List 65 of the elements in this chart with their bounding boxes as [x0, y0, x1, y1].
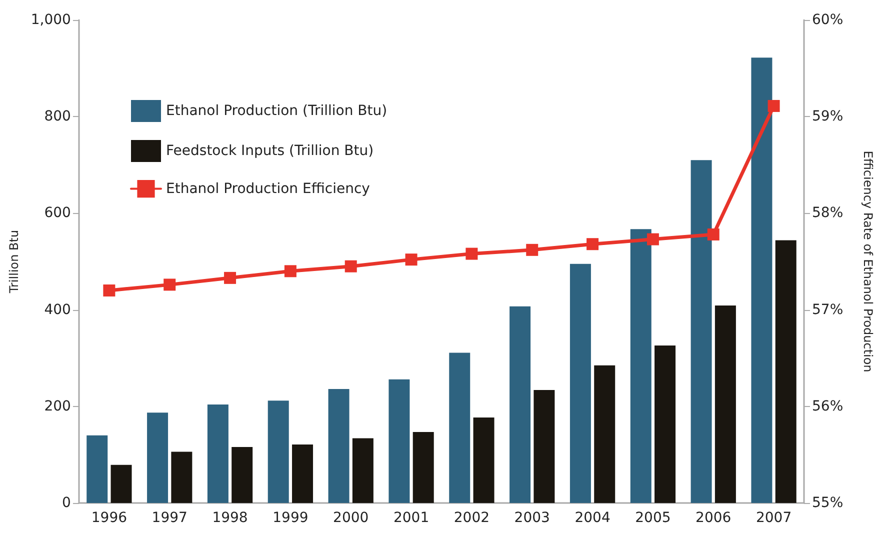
point: [646, 233, 659, 246]
x-tick-label: 2001: [393, 510, 430, 526]
y2-tick-label: 57%: [812, 302, 844, 318]
bar: [534, 390, 555, 503]
bar: [328, 389, 350, 503]
point: [768, 100, 780, 112]
y2-tick-label: 55%: [812, 495, 844, 511]
bar: [594, 365, 616, 503]
x-tick-label: 2000: [333, 510, 369, 526]
y-tick-label: 200: [44, 398, 71, 414]
bar: [714, 305, 736, 503]
bar: [232, 446, 253, 503]
y-tick-label: 600: [44, 205, 71, 222]
point: [405, 254, 418, 266]
bar: [473, 418, 494, 503]
bar: [388, 379, 410, 503]
bar: [412, 432, 434, 503]
bar: [510, 306, 531, 503]
y2-tick-label: 56%: [812, 398, 844, 414]
point: [164, 278, 176, 291]
x-tick-label: 1998: [212, 510, 248, 526]
bar: [775, 240, 796, 503]
point: [526, 244, 538, 256]
bar: [207, 404, 228, 503]
x-tick-label: 1996: [91, 510, 128, 526]
point: [466, 248, 478, 260]
x-tick-label: 1999: [272, 510, 308, 526]
bar: [86, 435, 108, 503]
x-tick-label: 2005: [635, 510, 671, 526]
bar: [147, 412, 168, 503]
y-tick-label: 0: [62, 495, 71, 511]
legend-label: Ethanol Production (Trillion Btu): [166, 103, 388, 119]
bar: [292, 444, 314, 503]
bar: [449, 352, 470, 503]
point: [224, 272, 236, 284]
bar: [690, 160, 712, 503]
y2-tick-label: 58%: [812, 205, 844, 222]
x-tick-label: 1997: [152, 510, 188, 526]
point: [344, 260, 357, 272]
x-tick-label: 2004: [574, 510, 610, 526]
bar: [570, 264, 591, 503]
bar: [352, 438, 374, 503]
point: [103, 284, 116, 296]
bar: [110, 464, 132, 503]
x-tick-label: 2003: [514, 510, 550, 526]
y-tick-label: 400: [44, 302, 71, 318]
x-tick-label: 2007: [756, 510, 792, 526]
y2-tick-label: 60%: [812, 12, 844, 28]
point: [707, 228, 720, 240]
y2-axis-title: Efficiency Rate of Ethanol Production: [861, 150, 875, 372]
y-tick-label: 1,000: [30, 12, 71, 28]
y-axis-title: Trillion Btu: [7, 230, 21, 294]
y2-tick-label: 59%: [812, 108, 844, 125]
bar: [751, 58, 772, 503]
bar: [654, 346, 676, 503]
bar: [171, 452, 192, 503]
bar: [268, 400, 289, 503]
point: [586, 238, 599, 250]
point: [284, 265, 296, 278]
x-tick-label: 2002: [454, 510, 490, 526]
legend-label: Ethanol Production Efficiency: [166, 180, 370, 197]
x-tick-label: 2006: [696, 510, 732, 526]
legend-label: Feedstock Inputs (Trillion Btu): [166, 143, 374, 159]
y-tick-label: 800: [44, 108, 71, 125]
bar: [630, 229, 652, 503]
